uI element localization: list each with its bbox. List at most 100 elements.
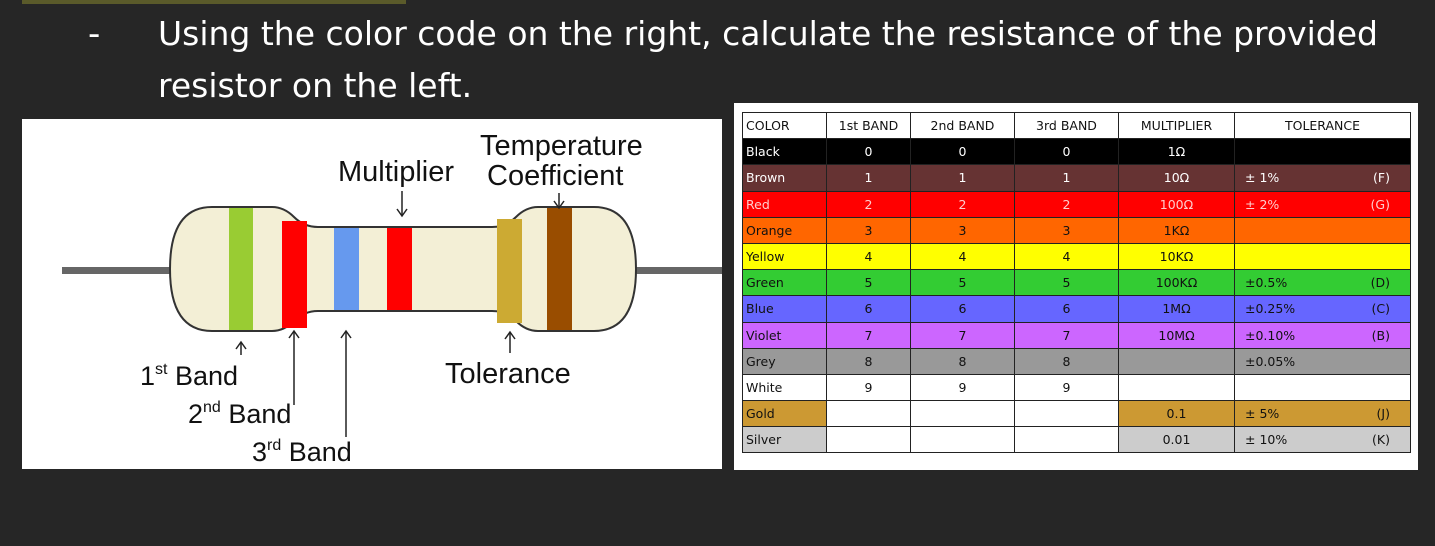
- multiplier-cell: 1MΩ: [1118, 295, 1235, 323]
- band-3-cell: 0: [1014, 138, 1119, 166]
- band-3-cell: 1: [1014, 164, 1119, 192]
- band-3-cell: 3: [1014, 216, 1119, 244]
- band-3-cell: 7: [1014, 321, 1119, 349]
- tolerance-code: (K): [1372, 432, 1390, 448]
- multiplier-cell: 100Ω: [1118, 190, 1235, 218]
- tolerance-value: ± 5%: [1245, 406, 1280, 422]
- color-name-cell: Gold: [742, 400, 827, 428]
- tolerance-cell: ± 5% (J): [1234, 400, 1411, 428]
- color-name-cell: Violet: [742, 321, 827, 349]
- tolerance-value: ±0.25%: [1245, 301, 1296, 317]
- temperature-stripe: [547, 208, 572, 330]
- multiplier-cell: 0.01: [1118, 426, 1235, 454]
- tolerance-cell: ±0.5% (D): [1234, 269, 1411, 297]
- band-1-cell: 3: [826, 216, 911, 244]
- band-1-cell: 1: [826, 164, 911, 192]
- tolerance-cell: ± 1% (F): [1234, 164, 1411, 192]
- band-2-cell: 1: [910, 164, 1015, 192]
- band-2-cell: 8: [910, 347, 1015, 375]
- color-code-table-panel: COLOR 1st BAND 2nd BAND 3rd BAND MULTIPL…: [734, 103, 1418, 470]
- table-row: Silver 0.01 ± 10% (K): [742, 426, 1411, 454]
- color-name-cell: Blue: [742, 295, 827, 323]
- band-2-cell: 4: [910, 242, 1015, 271]
- table-row: Brown 1 1 1 10Ω ± 1% (F): [742, 164, 1411, 192]
- band-1-cell: 0: [826, 138, 911, 166]
- tolerance-code: (B): [1371, 327, 1390, 343]
- header-multiplier: MULTIPLIER: [1118, 111, 1235, 140]
- band-1-cell: [826, 400, 911, 428]
- band-1-cell: 9: [826, 373, 911, 402]
- tolerance-cell: ±0.10% (B): [1234, 321, 1411, 349]
- multiplier-cell: 0.1: [1118, 400, 1235, 428]
- arrows: [235, 191, 565, 437]
- label-tolerance: Tolerance: [445, 358, 571, 390]
- tolerance-stripe: [497, 219, 522, 323]
- color-name-cell: White: [742, 373, 827, 402]
- band-2-cell: 2: [910, 190, 1015, 218]
- table-row: White 9 9 9: [742, 373, 1411, 402]
- band-3-cell: 2: [1014, 190, 1119, 218]
- band-3-cell: 6: [1014, 295, 1119, 323]
- band-1-cell: 5: [826, 269, 911, 297]
- right-lead: [636, 267, 722, 274]
- band-2-stripe: [282, 221, 307, 328]
- band-2-cell: 6: [910, 295, 1015, 323]
- table-row: Grey 8 8 8 ±0.05%: [742, 347, 1411, 375]
- band-3-cell: 9: [1014, 373, 1119, 402]
- band-2-cell: [910, 426, 1015, 454]
- tolerance-code: (C): [1371, 301, 1390, 317]
- bullet-dash: -: [88, 14, 101, 54]
- resistor-svg: Temperature Coefficient Multiplier Toler…: [62, 130, 722, 467]
- multiplier-cell: 10KΩ: [1118, 242, 1235, 271]
- band-1-cell: 6: [826, 295, 911, 323]
- title-underline: [22, 0, 406, 4]
- tolerance-cell: [1234, 216, 1411, 244]
- table-row: Black 0 0 0 1Ω: [742, 138, 1411, 166]
- multiplier-stripe: [387, 228, 412, 310]
- table-row: Yellow 4 4 4 10KΩ: [742, 242, 1411, 271]
- tolerance-code: (G): [1370, 196, 1390, 212]
- band-2-cell: 0: [910, 138, 1015, 166]
- color-name-cell: Green: [742, 269, 827, 297]
- tolerance-value: ±0.10%: [1245, 327, 1296, 343]
- tolerance-cell: [1234, 373, 1411, 402]
- multiplier-cell: 1KΩ: [1118, 216, 1235, 244]
- tolerance-cell: ±0.05%: [1234, 347, 1411, 375]
- table-body: Black 0 0 0 1Ω Brown 1 1 1 10Ω ± 1% (F) Red 2 2 2 100Ω ± …: [742, 138, 1411, 454]
- tolerance-value: ±0.05%: [1245, 353, 1296, 369]
- multiplier-cell: 10Ω: [1118, 164, 1235, 192]
- label-multiplier: Multiplier: [338, 156, 454, 188]
- band-2-cell: 5: [910, 269, 1015, 297]
- band-3-cell: 5: [1014, 269, 1119, 297]
- header-color: COLOR: [742, 111, 827, 140]
- header-2nd-band: 2nd BAND: [910, 111, 1015, 140]
- table-row: Red 2 2 2 100Ω ± 2% (G): [742, 190, 1411, 218]
- instruction-text: Using the color code on the right, calcu…: [158, 14, 1378, 105]
- color-name-cell: Orange: [742, 216, 827, 244]
- band-2-cell: [910, 400, 1015, 428]
- tolerance-cell: [1234, 138, 1411, 166]
- color-name-cell: Red: [742, 190, 827, 218]
- multiplier-cell: [1118, 373, 1235, 402]
- label-band-3: 3rd Band: [252, 437, 352, 467]
- band-2-cell: 7: [910, 321, 1015, 349]
- multiplier-cell: 1Ω: [1118, 138, 1235, 166]
- multiplier-cell: 10MΩ: [1118, 321, 1235, 349]
- table-row: Gold 0.1 ± 5% (J): [742, 400, 1411, 428]
- color-name-cell: Silver: [742, 426, 827, 454]
- color-code-table: COLOR 1st BAND 2nd BAND 3rd BAND MULTIPL…: [742, 111, 1411, 454]
- tolerance-code: (F): [1373, 170, 1390, 186]
- color-name-cell: Brown: [742, 164, 827, 192]
- multiplier-cell: 100KΩ: [1118, 269, 1235, 297]
- tolerance-cell: ± 10% (K): [1234, 426, 1411, 454]
- band-1-stripe: [229, 208, 253, 330]
- table-row: Blue 6 6 6 1MΩ ±0.25% (C): [742, 295, 1411, 323]
- band-3-cell: 4: [1014, 242, 1119, 271]
- band-1-cell: 2: [826, 190, 911, 218]
- table-row: Orange 3 3 3 1KΩ: [742, 216, 1411, 244]
- color-name-cell: Grey: [742, 347, 827, 375]
- tolerance-value: ±0.5%: [1245, 275, 1288, 291]
- multiplier-cell: [1118, 347, 1235, 375]
- tolerance-value: ± 10%: [1245, 432, 1288, 448]
- tolerance-value: ± 1%: [1245, 170, 1280, 186]
